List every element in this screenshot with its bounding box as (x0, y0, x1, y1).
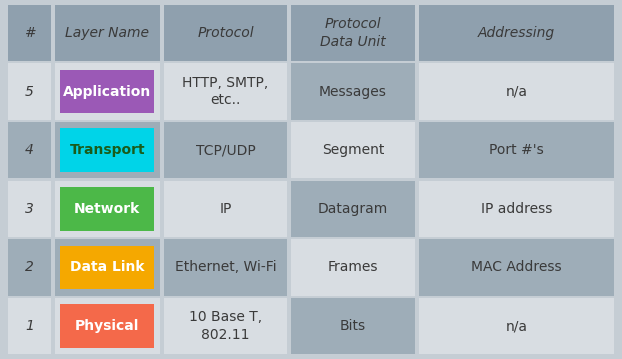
Text: 3: 3 (25, 202, 34, 216)
Bar (55, 239, 159, 295)
Bar (291, 122, 414, 178)
Text: Segment: Segment (322, 143, 384, 157)
Bar (291, 5, 414, 61)
Text: IP: IP (220, 202, 231, 216)
Bar (164, 239, 287, 295)
Bar (291, 239, 414, 295)
Text: Protocol
Data Unit: Protocol Data Unit (320, 17, 386, 48)
Bar (55, 122, 159, 178)
Text: Frames: Frames (328, 261, 378, 274)
Bar (9, 5, 50, 61)
Text: n/a: n/a (505, 319, 527, 333)
Text: Bits: Bits (340, 319, 366, 333)
Bar (164, 64, 287, 120)
Text: TCP/UDP: TCP/UDP (195, 143, 256, 157)
Text: IP address: IP address (481, 202, 552, 216)
Bar (55, 5, 159, 61)
Bar (419, 64, 613, 120)
Text: 1: 1 (25, 319, 34, 333)
Text: Transport: Transport (70, 143, 145, 157)
Text: HTTP, SMTP,
etc..: HTTP, SMTP, etc.. (182, 76, 269, 107)
Text: 4: 4 (25, 143, 34, 157)
Bar (419, 298, 613, 354)
Text: Messages: Messages (319, 85, 387, 98)
Text: Ethernet, Wi-Fi: Ethernet, Wi-Fi (175, 261, 276, 274)
Bar (55, 64, 159, 120)
Text: Application: Application (63, 85, 151, 98)
Bar (9, 298, 50, 354)
Text: Datagram: Datagram (318, 202, 388, 216)
Text: Layer Name: Layer Name (65, 26, 149, 40)
Bar (9, 181, 50, 237)
Text: Data Link: Data Link (70, 261, 144, 274)
Bar (164, 298, 287, 354)
Text: n/a: n/a (505, 85, 527, 98)
Text: Network: Network (74, 202, 141, 216)
Bar (9, 64, 50, 120)
Bar (60, 129, 154, 172)
Bar (291, 181, 414, 237)
Bar (291, 64, 414, 120)
Bar (419, 5, 613, 61)
Text: 10 Base T,
802.11: 10 Base T, 802.11 (189, 311, 262, 342)
Bar (419, 239, 613, 295)
Text: 5: 5 (25, 85, 34, 98)
Text: Port #'s: Port #'s (489, 143, 544, 157)
Text: Protocol: Protocol (197, 26, 254, 40)
Text: Addressing: Addressing (478, 26, 555, 40)
Bar (291, 298, 414, 354)
Bar (60, 246, 154, 289)
Text: #: # (24, 26, 35, 40)
Bar (9, 239, 50, 295)
Text: MAC Address: MAC Address (471, 261, 562, 274)
Bar (55, 181, 159, 237)
Bar (9, 122, 50, 178)
Bar (164, 5, 287, 61)
Bar (164, 181, 287, 237)
Text: 2: 2 (25, 261, 34, 274)
Bar (419, 181, 613, 237)
Bar (419, 122, 613, 178)
Bar (60, 187, 154, 230)
Text: Physical: Physical (75, 319, 139, 333)
Bar (164, 122, 287, 178)
Bar (60, 304, 154, 348)
Bar (55, 298, 159, 354)
Bar (60, 70, 154, 113)
